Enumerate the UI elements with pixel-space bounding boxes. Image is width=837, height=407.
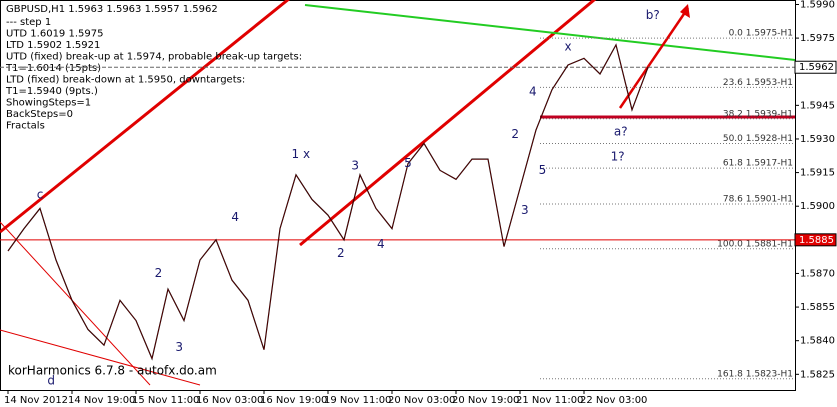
price-label: 1.5962 — [799, 62, 834, 73]
fib-label: 0.0 1.5975-H1 — [729, 29, 793, 39]
y-tick-label: 1.5975 — [800, 33, 835, 44]
trend-line — [304, 4, 796, 61]
arrow — [618, 7, 690, 109]
x-tick-label: 15 Nov 11:00 — [132, 395, 199, 406]
x-tick-label: 16 Nov 03:00 — [196, 395, 263, 406]
trend-line — [0, 329, 201, 386]
plot-frame — [0, 0, 796, 391]
y-tick-label: 1.5840 — [800, 336, 835, 347]
wave-label: 3 — [351, 158, 359, 172]
trend-line — [0, 0, 290, 234]
y-tick-label: 1.5915 — [800, 168, 835, 179]
wave-label: 2 — [155, 266, 163, 280]
wave-label: a? — [614, 125, 628, 139]
arrow-head — [680, 4, 690, 18]
footer: korHarmonics 6.7.8 - autofx.do.am — [8, 364, 217, 378]
wave-label: d — [47, 374, 55, 388]
info-line: T1=1.6014 (15pts) — [5, 63, 101, 74]
fib-label: 23.6 1.5953-H1 — [723, 78, 793, 88]
x-tick-label: 14 Nov 19:00 — [68, 395, 135, 406]
x-tick-label: 19 Nov 11:00 — [324, 395, 391, 406]
wave-label: 4 — [231, 210, 239, 224]
fib-label: 161.8 1.5823-H1 — [717, 369, 793, 379]
info-line: LTD (fixed) break-down at 1.5950, downta… — [6, 75, 245, 86]
fib-label: 38.2 1.5939-H1 — [723, 109, 793, 119]
wave-label: 5 — [539, 163, 547, 177]
wave-label: b? — [646, 8, 660, 22]
wave-label: 5 — [404, 156, 412, 170]
x-tick-label: 20 Nov 19:00 — [452, 395, 519, 406]
y-tick-label: 1.5855 — [800, 302, 835, 313]
x-tick-label: 22 Nov 03:00 — [580, 395, 647, 406]
x-tick-label: 21 Nov 11:00 — [516, 395, 583, 406]
price-label: 1.5885 — [799, 235, 834, 246]
wave-label: 4 — [377, 237, 385, 251]
wave-label: 1? — [611, 149, 625, 163]
wave-label: 1 x — [292, 147, 311, 161]
info-line: --- step 1 — [6, 17, 51, 28]
wave-label: 3 — [175, 340, 183, 354]
fib-label: 50.0 1.5928-H1 — [723, 134, 793, 144]
x-tick-label: 14 Nov 2012 — [4, 395, 68, 406]
x-tick-label: 20 Nov 03:00 — [388, 395, 455, 406]
fib-label: 61.8 1.5917-H1 — [723, 159, 793, 169]
trend-line — [0, 221, 151, 386]
y-tick-label: 1.5900 — [800, 201, 835, 212]
y-tick-label: 1.5930 — [800, 134, 835, 145]
y-tick-label: 1.5990 — [800, 0, 835, 10]
x-tick-label: 16 Nov 19:00 — [260, 395, 327, 406]
y-tick-label: 1.5945 — [800, 100, 835, 111]
chart-title: GBPUSD,H1 1.5963 1.5963 1.5957 1.5962 — [6, 4, 218, 15]
y-tick-label: 1.5825 — [800, 369, 835, 380]
y-tick-label: 1.5870 — [800, 268, 835, 279]
info-line: T1=1.5940 (9pts.) — [5, 86, 98, 97]
info-line: ShowingSteps=1 — [6, 98, 91, 109]
wave-label: 2 — [511, 127, 519, 141]
price-box — [794, 233, 837, 247]
info-line: BackSteps=0 — [6, 109, 73, 120]
wave-label: 4 — [529, 84, 537, 98]
fib-label: 78.6 1.5901-H1 — [723, 194, 793, 204]
wave-label: 3 — [521, 203, 529, 217]
wave-label: x — [564, 40, 571, 54]
info-line: Fractals — [6, 121, 45, 132]
price-box — [794, 60, 837, 74]
info-line: UTD (fixed) break-up at 1.5974, probable… — [6, 52, 302, 63]
trend-line — [299, 0, 597, 247]
wave-label: 2 — [337, 246, 345, 260]
wave-label: c — [37, 188, 44, 202]
info-line: LTD 1.5902 1.5921 — [6, 40, 100, 51]
wave-line — [7, 44, 649, 360]
fib-label: 100.0 1.5881-H1 — [717, 239, 793, 249]
info-line: UTD 1.6019 1.5975 — [6, 29, 103, 40]
